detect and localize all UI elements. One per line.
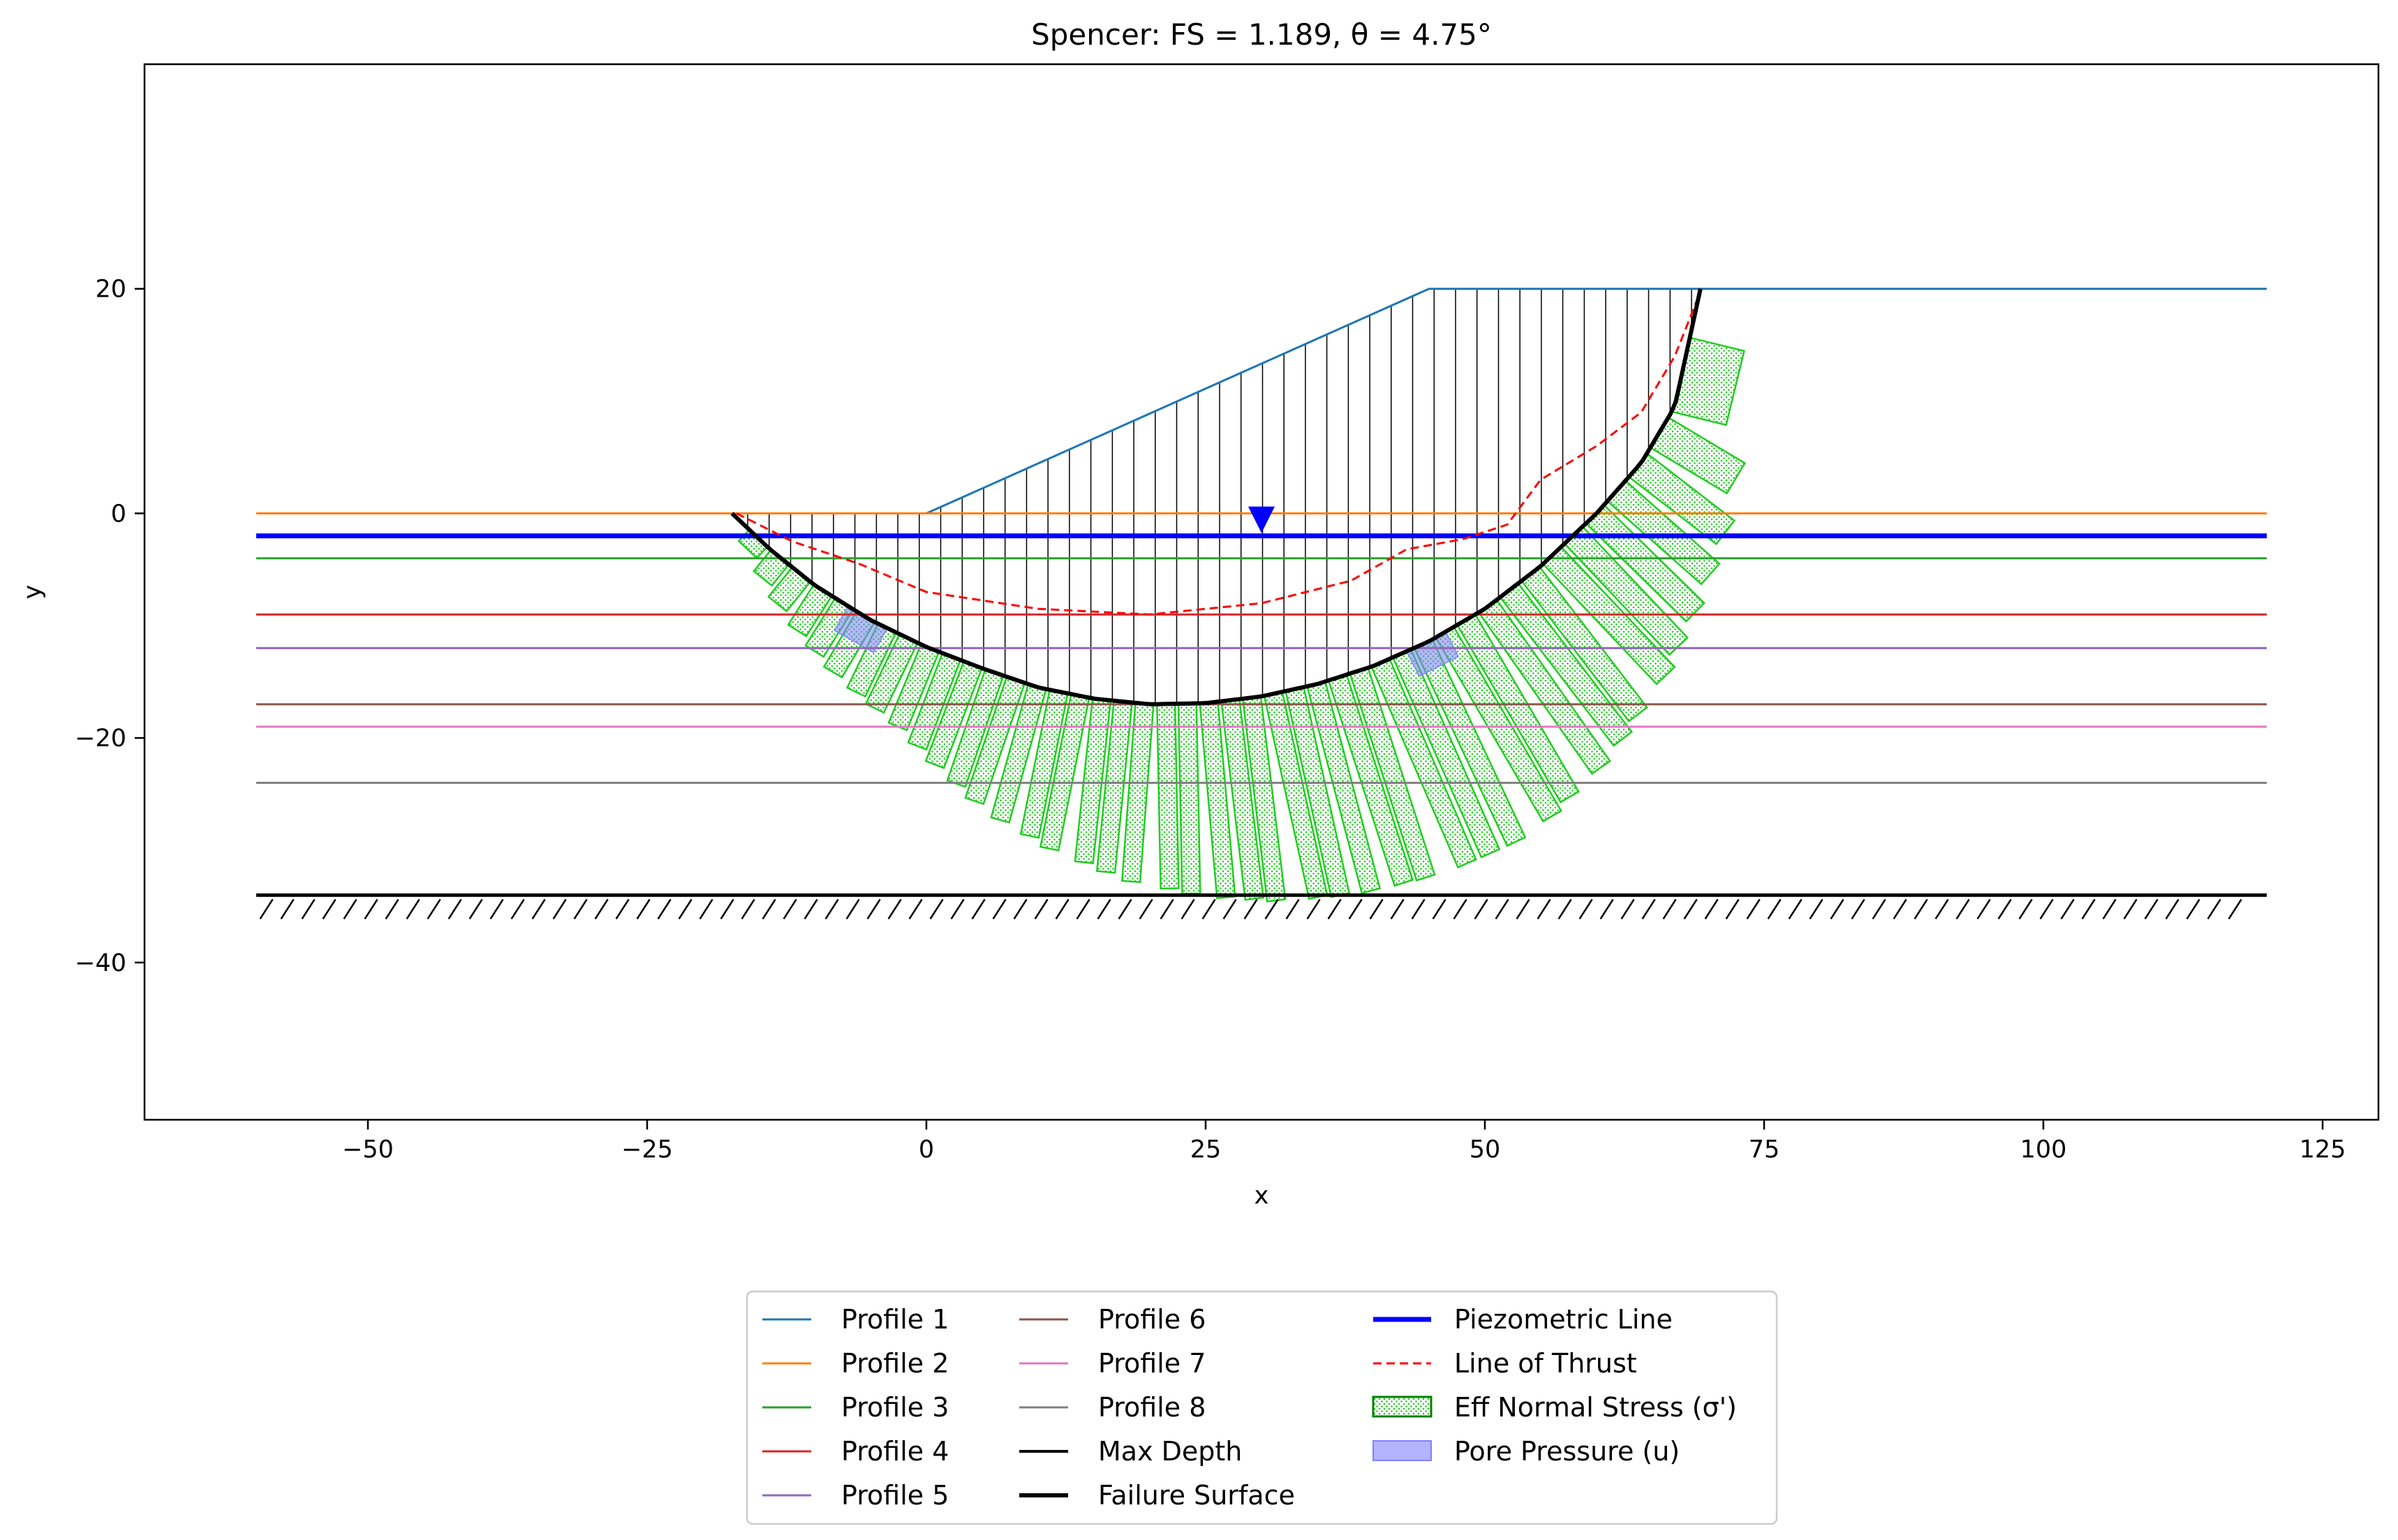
y-tick-label: 0 [111, 500, 126, 528]
legend-label-line-of-thrust: Line of Thrust [1454, 1348, 1637, 1379]
legend-label-max-depth: Max Depth [1098, 1436, 1242, 1467]
legend-label-failure-surface: Failure Surface [1098, 1480, 1295, 1511]
x-axis-label: x [1254, 1182, 1269, 1210]
legend-swatch-eff-normal-stress [1372, 1395, 1433, 1418]
water-table-marker [1248, 506, 1275, 533]
y-tick-label: 20 [95, 276, 126, 304]
failure-surface [730, 288, 1703, 706]
legend-label-profile-2: Profile 2 [841, 1348, 949, 1379]
y-tick-label: −40 [75, 949, 126, 977]
legend-label-profile-5: Profile 5 [841, 1480, 949, 1511]
x-tick-label: −50 [342, 1136, 394, 1164]
stress-distribution [737, 336, 1747, 903]
stress-block [1177, 702, 1201, 895]
legend-box [746, 1290, 1778, 1525]
legend-label-profile-7: Profile 7 [1098, 1348, 1206, 1379]
legend-label-profile-3: Profile 3 [841, 1392, 949, 1423]
x-tick-label: 125 [2300, 1136, 2346, 1164]
x-tick-label: −25 [621, 1136, 673, 1164]
legend-label-profile-4: Profile 4 [841, 1436, 949, 1467]
legend-label-piezometric-line: Piezometric Line [1454, 1304, 1673, 1335]
legend-label-profile-1: Profile 1 [841, 1304, 949, 1335]
x-tick-label: 50 [1470, 1136, 1501, 1164]
legend: Profile 1 Profile 2 Profile 3 Profile 4 … [746, 1290, 1778, 1525]
x-tick-label: 75 [1749, 1136, 1780, 1164]
legend-label-pore-pressure: Pore Pressure (u) [1454, 1436, 1680, 1467]
x-tick-label: 25 [1190, 1136, 1222, 1164]
y-tick-label: −20 [75, 725, 126, 753]
chart-title: Spencer: FS = 1.189, θ = 4.75° [1031, 17, 1492, 52]
profile-1-line [926, 288, 2267, 514]
legend-label-eff-normal-stress: Eff Normal Stress (σ') [1454, 1392, 1737, 1423]
y-axis-label: y [19, 585, 47, 600]
line-of-thrust [736, 299, 1698, 616]
analysis-lines [256, 288, 2267, 919]
stress-block [1156, 702, 1180, 890]
stress-block [1671, 336, 1745, 427]
plot-area [256, 288, 2267, 919]
x-tick-label: 100 [2020, 1136, 2067, 1164]
legend-label-profile-6: Profile 6 [1098, 1304, 1206, 1335]
x-axis: −50 −25 0 25 50 75 100 125 [342, 1120, 2346, 1164]
x-tick-label: 0 [919, 1136, 934, 1164]
legend-swatch-pore-pressure [1372, 1440, 1432, 1461]
max-depth-hatching [259, 898, 2242, 919]
legend-label-profile-8: Profile 8 [1098, 1392, 1206, 1423]
plot-frame [143, 63, 2380, 1121]
y-axis: 20 0 −20 −40 [75, 276, 145, 977]
